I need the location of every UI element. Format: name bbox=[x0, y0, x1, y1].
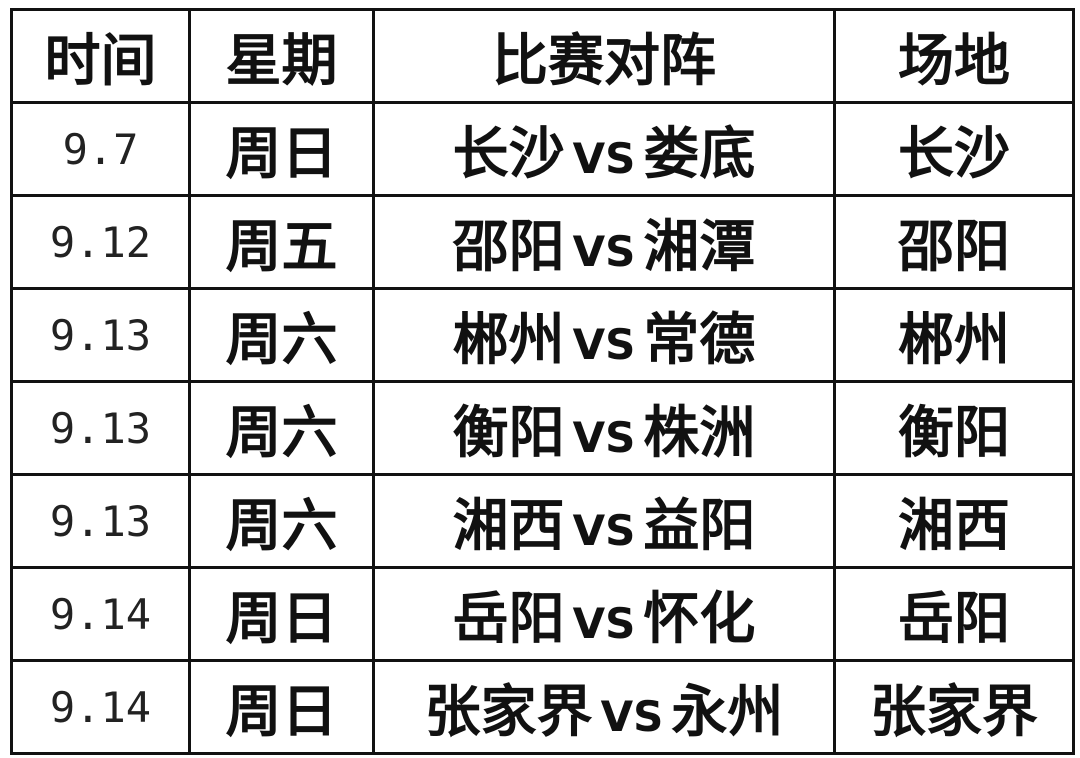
vs-label: VS bbox=[600, 691, 664, 741]
away-team: 株洲 bbox=[643, 400, 756, 466]
matchup-cell: 湘西 VS 益阳 bbox=[372, 473, 836, 569]
venue-cell: 岳阳 bbox=[833, 566, 1075, 662]
vs-label: VS bbox=[572, 505, 636, 555]
away-team: 永州 bbox=[671, 679, 784, 745]
venue-cell: 衡阳 bbox=[833, 380, 1075, 476]
date-cell: 9.13 bbox=[10, 380, 191, 476]
away-team: 怀化 bbox=[643, 586, 756, 652]
header-matchup: 比赛对阵 bbox=[372, 8, 836, 104]
away-team: 娄底 bbox=[643, 121, 756, 187]
table-row: 9.13 周六 湘西 VS 益阳 湘西 bbox=[10, 473, 1075, 569]
weekday-cell: 周六 bbox=[188, 380, 375, 476]
date-cell: 9.7 bbox=[10, 101, 191, 197]
header-row: 时间 星期 比赛对阵 场地 bbox=[10, 8, 1075, 104]
home-team: 长沙 bbox=[452, 121, 565, 187]
away-team: 常德 bbox=[643, 307, 756, 373]
home-team: 衡阳 bbox=[452, 400, 565, 466]
table-row: 9.14 周日 张家界 VS 永州 张家界 bbox=[10, 659, 1075, 755]
date-cell: 9.13 bbox=[10, 287, 191, 383]
matchup-cell: 郴州 VS 常德 bbox=[372, 287, 836, 383]
table-row: 9.13 周六 郴州 VS 常德 郴州 bbox=[10, 287, 1075, 383]
schedule-table: 时间 星期 比赛对阵 场地 9.7 周日 长沙 VS 娄底 长沙 9.12 周五 邵阳 VS 湘潭邵… bbox=[10, 8, 1075, 755]
table-row: 9.13 周六 衡阳 VS 株洲 衡阳 bbox=[10, 380, 1075, 476]
away-team: 湘潭 bbox=[643, 214, 756, 280]
table-row: 9.14 周日 岳阳 VS 怀化 岳阳 bbox=[10, 566, 1075, 662]
weekday-cell: 周日 bbox=[188, 101, 375, 197]
date-cell: 9.13 bbox=[10, 473, 191, 569]
vs-label: VS bbox=[572, 226, 636, 276]
home-team: 张家界 bbox=[424, 679, 593, 745]
venue-cell: 张家界 bbox=[833, 659, 1075, 755]
header-time: 时间 bbox=[10, 8, 191, 104]
away-team: 益阳 bbox=[643, 493, 756, 559]
venue-cell: 郴州 bbox=[833, 287, 1075, 383]
home-team: 郴州 bbox=[452, 307, 565, 373]
table-row: 9.12 周五 邵阳 VS 湘潭 邵阳 bbox=[10, 194, 1075, 290]
matchup-cell: 张家界 VS 永州 bbox=[372, 659, 836, 755]
weekday-cell: 周六 bbox=[188, 473, 375, 569]
matchup-cell: 邵阳 VS 湘潭 bbox=[372, 194, 836, 290]
home-team: 岳阳 bbox=[452, 586, 565, 652]
venue-cell: 邵阳 bbox=[833, 194, 1075, 290]
weekday-cell: 周六 bbox=[188, 287, 375, 383]
table-row: 9.7 周日 长沙 VS 娄底 长沙 bbox=[10, 101, 1075, 197]
header-venue: 场地 bbox=[833, 8, 1075, 104]
matchup-cell: 岳阳 VS 怀化 bbox=[372, 566, 836, 662]
matchup-cell: 衡阳 VS 株洲 bbox=[372, 380, 836, 476]
date-cell: 9.14 bbox=[10, 566, 191, 662]
date-cell: 9.14 bbox=[10, 659, 191, 755]
home-team: 邵阳 bbox=[452, 214, 565, 280]
weekday-cell: 周日 bbox=[188, 659, 375, 755]
vs-label: VS bbox=[572, 412, 636, 462]
weekday-cell: 周五 bbox=[188, 194, 375, 290]
venue-cell: 长沙 bbox=[833, 101, 1075, 197]
date-cell: 9.12 bbox=[10, 194, 191, 290]
home-team: 湘西 bbox=[452, 493, 565, 559]
vs-label: VS bbox=[572, 598, 636, 648]
venue-cell: 湘西 bbox=[833, 473, 1075, 569]
vs-label: VS bbox=[572, 319, 636, 369]
vs-label: VS bbox=[572, 133, 636, 183]
matchup-cell: 长沙 VS 娄底 bbox=[372, 101, 836, 197]
table-body: 9.7 周日 长沙 VS 娄底 长沙 9.12 周五 邵阳 VS 湘潭 邵阳 9.13 周六 郴州 VS 常德郴… bbox=[10, 101, 1075, 755]
weekday-cell: 周日 bbox=[188, 566, 375, 662]
header-weekday: 星期 bbox=[188, 8, 375, 104]
